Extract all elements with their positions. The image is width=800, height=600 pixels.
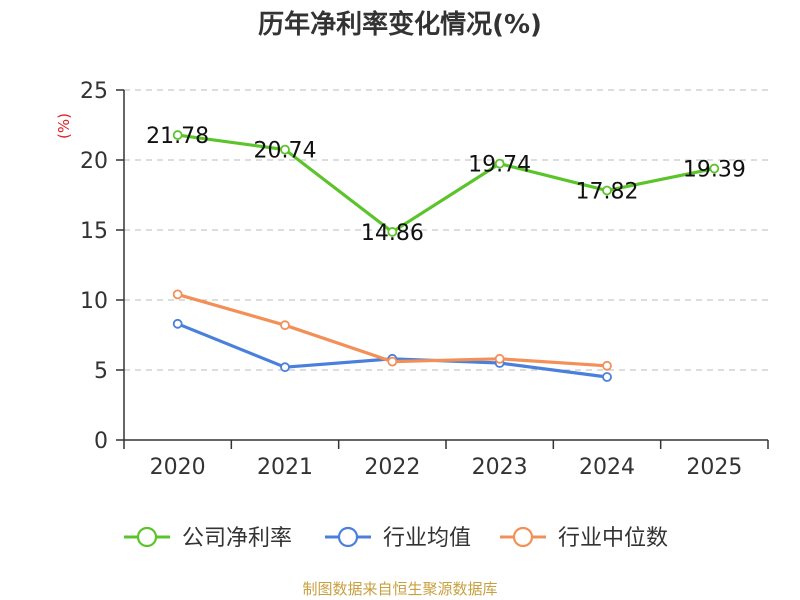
data-labels: 21.78 20.74 14.86 19.74 17.82 19.39	[146, 124, 746, 246]
x-tick-label: 2022	[364, 455, 420, 480]
data-label: 19.74	[468, 153, 531, 178]
data-point[interactable]	[172, 130, 183, 140]
data-point[interactable]	[602, 372, 612, 382]
data-point[interactable]	[387, 356, 398, 367]
legend-item-1[interactable]: 行业均值	[325, 526, 471, 551]
y-tick-label: 20	[80, 149, 108, 174]
legend-swatch-marker	[512, 526, 534, 548]
data-label: 19.39	[683, 158, 746, 183]
legend-swatch-marker	[337, 526, 359, 548]
data-point[interactable]	[280, 144, 290, 155]
y-tick-label: 10	[80, 289, 108, 314]
data-point[interactable]	[172, 289, 183, 300]
x-tick-label: 2020	[150, 455, 206, 480]
x-tick-label: 2025	[686, 455, 742, 480]
legend-label: 公司净利率	[182, 526, 292, 551]
x-tick-label: 2021	[257, 455, 313, 480]
x-tick-label: 2023	[472, 455, 528, 480]
series-line-0	[177, 133, 715, 234]
data-label: 20.74	[254, 139, 317, 164]
series-line-1	[177, 322, 608, 379]
grid-lines	[124, 89, 768, 371]
data-point[interactable]	[494, 158, 505, 169]
legend: 公司净利率 行业均值 行业中位数	[124, 526, 668, 551]
data-point[interactable]	[280, 362, 290, 373]
x-tick-label: 2024	[579, 455, 635, 480]
data-point[interactable]	[602, 360, 612, 371]
chart-title: 历年净利率变化情况(%)	[258, 9, 542, 40]
data-point[interactable]	[387, 227, 398, 237]
data-label: 17.82	[576, 180, 639, 205]
legend-label: 行业均值	[383, 526, 471, 551]
y-tick-label: 0	[94, 429, 108, 454]
y-tick-label: 25	[80, 79, 108, 104]
series-lines	[172, 130, 720, 382]
data-label: 14.86	[361, 221, 424, 246]
data-point[interactable]	[709, 163, 720, 174]
y-tick-label: 15	[80, 219, 108, 244]
data-point[interactable]	[602, 185, 612, 196]
data-label: 21.78	[146, 124, 209, 149]
legend-swatch-marker	[136, 526, 158, 548]
y-axis-label: (%)	[55, 113, 73, 139]
source-note: 制图数据来自恒生聚源数据库	[302, 580, 497, 598]
data-point[interactable]	[280, 320, 290, 331]
data-point[interactable]	[172, 318, 183, 329]
y-tick-label: 5	[94, 359, 108, 384]
legend-item-2[interactable]: 行业中位数	[500, 526, 668, 551]
legend-item-0[interactable]: 公司净利率	[124, 526, 292, 551]
legend-label: 行业中位数	[558, 526, 668, 551]
data-point[interactable]	[494, 353, 505, 364]
